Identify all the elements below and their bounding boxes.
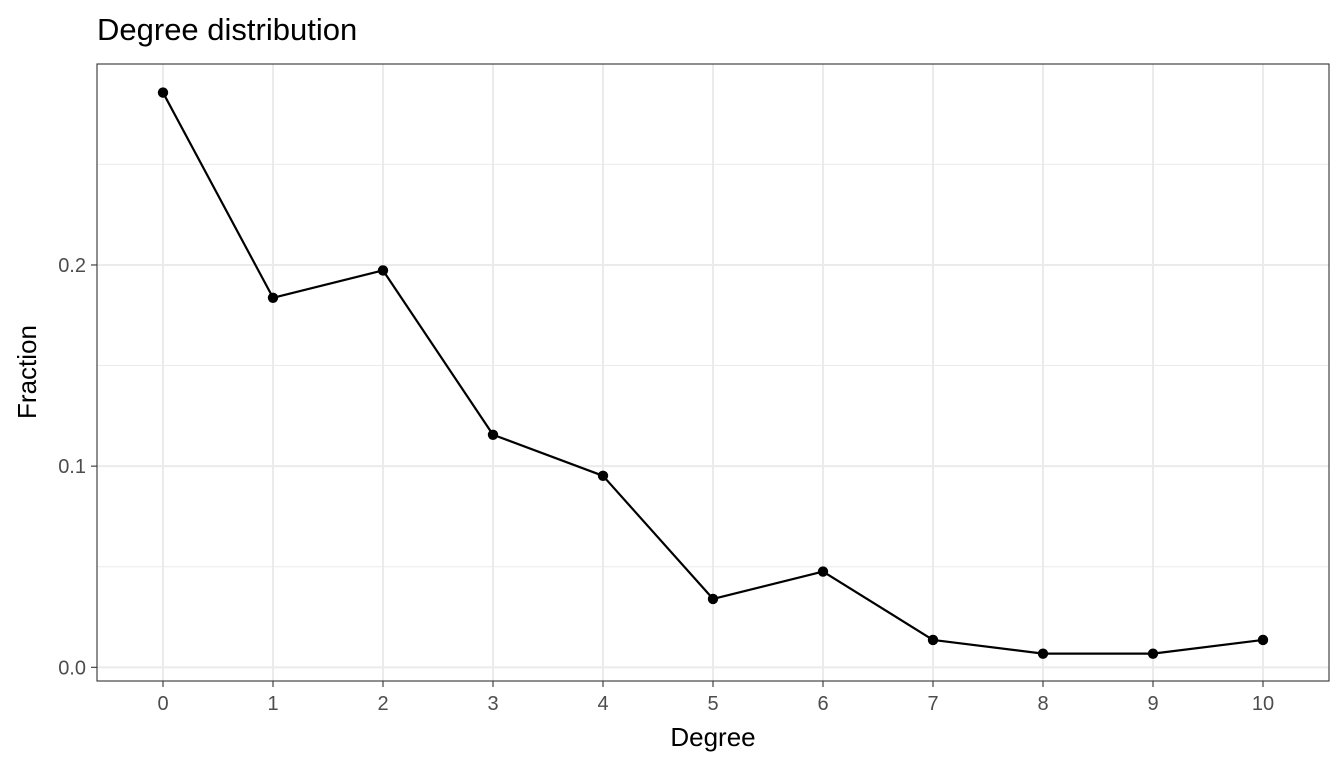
- data-point-7: [927, 634, 939, 646]
- data-point-8: [1037, 648, 1049, 659]
- y-tick-label-2: 0.2: [58, 255, 86, 277]
- data-point-10: [1257, 634, 1269, 646]
- y-tick-label-1: 0.1: [58, 456, 86, 478]
- data-point-1: [267, 292, 279, 303]
- x-tick-label-10: 10: [1252, 693, 1274, 715]
- x-tick-label-5: 5: [707, 693, 718, 715]
- x-tick-label-4: 4: [597, 693, 608, 715]
- data-point-0: [157, 87, 169, 98]
- x-tick-label-7: 7: [927, 693, 938, 715]
- data-point-6: [817, 566, 829, 577]
- x-tick-label-1: 1: [267, 693, 278, 715]
- chart-title: Degree distribution: [97, 12, 357, 47]
- y-axis-title: Fraction: [12, 325, 42, 419]
- x-axis-title: Degree: [670, 722, 755, 752]
- major-gridlines: [97, 64, 1329, 681]
- x-tick-label-6: 6: [817, 693, 828, 715]
- y-tick-label-0: 0.0: [58, 657, 86, 679]
- x-tick-label-0: 0: [157, 693, 168, 715]
- data-point-3: [487, 429, 499, 440]
- data-point-4: [597, 470, 609, 482]
- y-axis: 0.0 0.1 0.2: [58, 255, 97, 679]
- series-fraction: [157, 87, 1269, 659]
- x-tick-label-9: 9: [1147, 693, 1158, 715]
- data-point-2: [377, 265, 389, 276]
- x-tick-label-2: 2: [377, 693, 388, 715]
- x-tick-label-3: 3: [487, 693, 498, 715]
- x-tick-label-8: 8: [1037, 693, 1048, 715]
- data-point-5: [707, 593, 719, 605]
- x-axis: 0 1 2 3 4 5 6 7 8 9 10: [157, 681, 1274, 715]
- data-point-9: [1147, 648, 1159, 659]
